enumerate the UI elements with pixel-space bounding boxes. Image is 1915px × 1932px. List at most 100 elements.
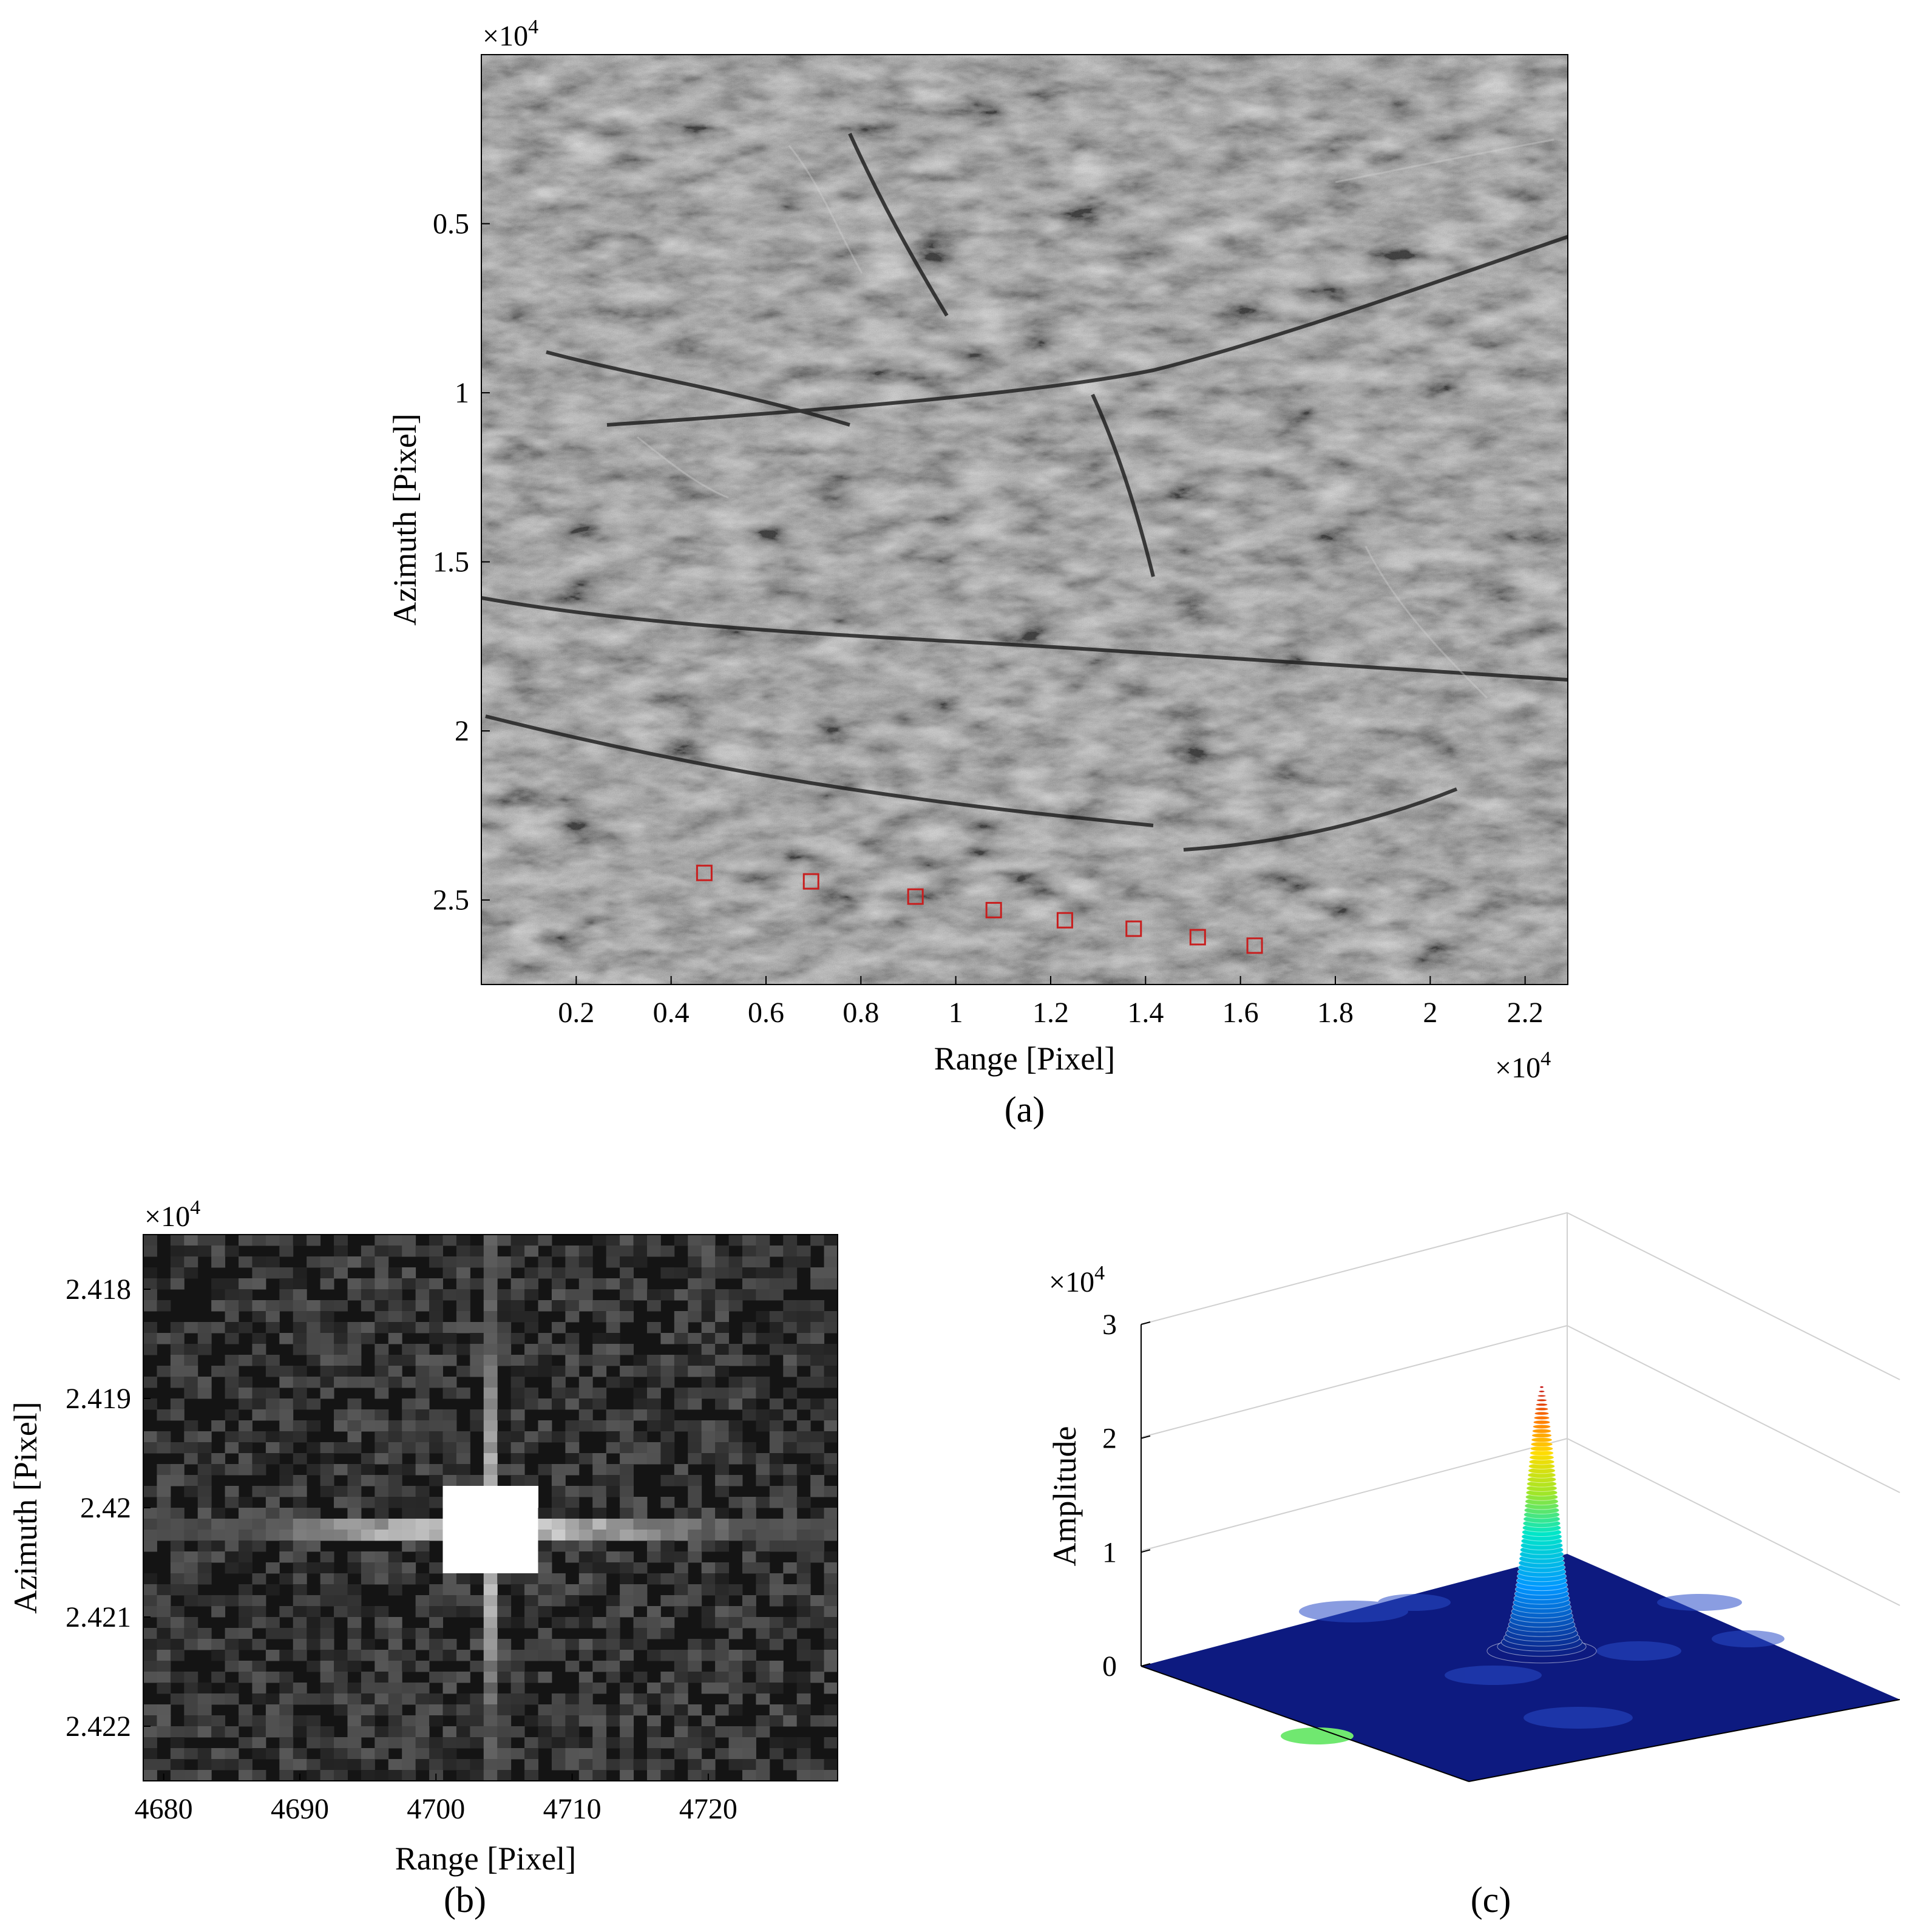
pixel-cell <box>361 1333 375 1344</box>
pixel-cell <box>769 1748 784 1760</box>
pixel-cell <box>456 1256 470 1268</box>
pixel-cell <box>239 1431 253 1443</box>
pixel-cell <box>578 1639 593 1650</box>
pixel-cell <box>688 1497 702 1508</box>
pixel-cell <box>184 1344 198 1355</box>
peak-contour <box>1532 1424 1551 1429</box>
pixel-cell <box>252 1409 266 1421</box>
pixel-cell <box>375 1453 389 1465</box>
pixel-cell <box>239 1661 253 1672</box>
pixel-cell <box>293 1508 307 1519</box>
pixel-cell <box>456 1508 470 1519</box>
surface-peak <box>1486 1386 1597 1664</box>
pixel-cell <box>375 1672 389 1683</box>
pixel-cell <box>307 1726 321 1738</box>
pixel-cell <box>415 1595 430 1607</box>
pixel-cell <box>225 1759 239 1771</box>
pixel-cell <box>415 1704 430 1716</box>
pixel-cell <box>688 1530 702 1541</box>
pixel-cell <box>293 1715 307 1727</box>
pixel-cell <box>279 1300 294 1312</box>
pixel-cell <box>252 1256 266 1268</box>
pixel-cell <box>592 1617 607 1629</box>
pixel-cell <box>279 1235 294 1246</box>
pixel-cell <box>375 1431 389 1443</box>
pixel-cell <box>592 1770 607 1781</box>
pixel-cell <box>347 1377 362 1388</box>
pixel-cell <box>361 1726 375 1738</box>
pixel-cell <box>715 1344 730 1355</box>
pixel-cell <box>293 1562 307 1574</box>
pixel-cell <box>538 1431 552 1443</box>
panel-a: 0.2 0.4 0.6 0.8 1 1.2 1.4 1.6 1.8 2 2.2 0.511.522.… <box>387 16 1568 1130</box>
pixel-cell <box>293 1541 307 1552</box>
pixel-cell <box>742 1377 756 1388</box>
panel-a-x-tick-label: 2 <box>1423 997 1437 1029</box>
pixel-cell <box>388 1650 402 1661</box>
pixel-cell <box>279 1431 294 1443</box>
pixel-cell <box>565 1715 580 1727</box>
pixel-cell <box>538 1551 552 1563</box>
pixel-cell <box>728 1704 743 1716</box>
panel-c-z-tick <box>1141 1663 1151 1667</box>
panel-a-y-tick-label: 2.5 <box>433 884 469 917</box>
pixel-cell <box>415 1464 430 1476</box>
pixel-cell <box>157 1617 171 1629</box>
pixel-cell <box>810 1672 825 1683</box>
pixel-cell <box>688 1584 702 1596</box>
pixel-cell <box>456 1366 470 1377</box>
pixel-cell <box>824 1595 838 1607</box>
pixel-cell <box>157 1300 171 1312</box>
pixel-cell <box>483 1475 498 1486</box>
pixel-cell <box>742 1617 756 1629</box>
pixel-cell <box>442 1584 457 1596</box>
pixel-cell <box>375 1355 389 1366</box>
pixel-cell <box>578 1256 593 1268</box>
pixel-cell <box>551 1289 566 1301</box>
pixel-cell <box>184 1475 198 1486</box>
pixel-cell <box>143 1584 157 1596</box>
pixel-cell <box>728 1693 743 1705</box>
pixel-cell <box>606 1595 620 1607</box>
pixel-cell <box>510 1453 525 1465</box>
pixel-cell <box>565 1464 580 1476</box>
pixel-cell <box>265 1748 280 1760</box>
peak-contour <box>1530 1441 1553 1447</box>
pixel-cell <box>633 1759 648 1771</box>
pixel-cell <box>239 1715 253 1727</box>
pixel-cell <box>742 1442 756 1454</box>
pixel-cell <box>728 1377 743 1388</box>
pixel-cell <box>143 1726 157 1738</box>
pixel-cell <box>742 1398 756 1410</box>
pixel-cell <box>824 1486 838 1497</box>
pixel-cell <box>225 1497 239 1508</box>
pixel-cell <box>402 1759 416 1771</box>
pixel-cell <box>633 1366 648 1377</box>
pixel-cell <box>320 1355 334 1366</box>
pixel-cell <box>388 1770 402 1781</box>
pixel-cell <box>157 1650 171 1661</box>
pixel-cell <box>470 1322 484 1334</box>
pixel-cell <box>783 1519 798 1530</box>
pixel-cell <box>646 1300 661 1312</box>
pixel-cell <box>347 1584 362 1596</box>
pixel-cell <box>483 1683 498 1694</box>
pixel-cell <box>470 1573 484 1585</box>
pixel-cell <box>279 1508 294 1519</box>
pixel-cell <box>239 1278 253 1290</box>
target-marker <box>696 864 713 881</box>
pixel-cell <box>470 1333 484 1344</box>
pixel-cell <box>197 1726 212 1738</box>
pixel-cell <box>633 1562 648 1574</box>
pixel-cell <box>497 1661 512 1672</box>
pixel-cell <box>796 1530 811 1541</box>
pixel-cell <box>388 1584 402 1596</box>
pixel-cell <box>197 1508 212 1519</box>
pixel-cell <box>442 1289 457 1301</box>
pixel-cell <box>375 1377 389 1388</box>
pixel-cell <box>402 1398 416 1410</box>
pixel-cell <box>742 1530 756 1541</box>
pixel-cell <box>742 1650 756 1661</box>
pixel-cell <box>211 1595 226 1607</box>
pixel-cell <box>402 1344 416 1355</box>
